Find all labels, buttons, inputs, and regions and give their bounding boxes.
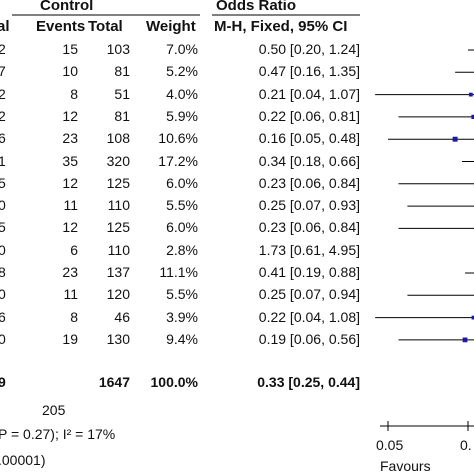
row-9-control-total: 125 xyxy=(106,219,130,236)
row-11-control-events: 23 xyxy=(62,264,78,280)
row-9-control-events: 12 xyxy=(62,219,78,236)
row-13-control-total: 46 xyxy=(114,308,130,325)
col-header-weight: Weight xyxy=(146,18,196,35)
total-ci: 0.33 [0.25, 0.44] xyxy=(257,374,360,390)
row-3-prev-total-fragment: 2 xyxy=(0,85,6,102)
row-10-control-events: 6 xyxy=(70,241,78,258)
row-10-odds-ratio-ci: 1.73 [0.61, 4.95] xyxy=(258,241,360,258)
row-8-control-total: 110 xyxy=(107,197,130,214)
col-header-method: M-H, Fixed, 95% CI xyxy=(214,18,348,35)
row-9-odds-ratio-ci: 0.23 [0.06, 0.84] xyxy=(258,219,360,236)
row-6-prev-total-fragment: 1 xyxy=(0,152,6,169)
row-7-odds-ratio-ci: 0.23 [0.06, 0.84] xyxy=(258,174,360,191)
row-3-odds-ratio-ci: 0.21 [0.04, 1.07] xyxy=(258,85,360,102)
row-14-odds-ratio-ci: 0.19 [0.06, 0.56] xyxy=(258,330,360,347)
row-9-weight: 6.0% xyxy=(166,219,198,236)
odds-ratio-group-header: Odds Ratio xyxy=(216,0,297,14)
row-5-control-events: 23 xyxy=(62,130,78,147)
row-1-control-total: 103 xyxy=(106,41,130,57)
row-12-weight: 5.5% xyxy=(166,286,198,303)
row-1-prev-total-fragment: 2 xyxy=(0,41,6,57)
row-1-control-events: 15 xyxy=(62,41,78,57)
total-events-control: 205 xyxy=(42,402,66,418)
row-3-control-total: 51 xyxy=(114,85,130,102)
control-group-header: Control xyxy=(40,0,94,14)
col-header-prev-total-fragment: al xyxy=(0,18,10,35)
total-prev-total-fragment: 9 xyxy=(0,374,6,390)
row-5-weight: 10.6% xyxy=(158,130,198,147)
row-2-prev-total-fragment: 7 xyxy=(0,63,6,80)
row-5-odds-ratio-ci: 0.16 [0.05, 0.48] xyxy=(258,130,360,147)
row-11-prev-total-fragment: 8 xyxy=(0,264,6,280)
row-14-control-total: 130 xyxy=(106,330,130,347)
point-estimate-row-3 xyxy=(468,92,473,97)
row-2-control-total: 81 xyxy=(114,63,130,80)
row-7-control-total: 125 xyxy=(106,174,130,191)
favours-label: Favours xyxy=(380,458,431,474)
x-tick-label-right: 0. xyxy=(460,437,472,453)
point-estimate-row-5 xyxy=(452,136,458,142)
row-9-prev-total-fragment: 5 xyxy=(0,219,6,236)
row-7-control-events: 12 xyxy=(62,174,78,191)
row-3-weight: 4.0% xyxy=(166,85,198,102)
row-12-prev-total-fragment: 0 xyxy=(0,286,6,303)
row-1-odds-ratio-ci: 0.50 [0.20, 1.24] xyxy=(258,41,360,57)
row-4-weight: 5.9% xyxy=(166,107,198,124)
row-6-control-events: 35 xyxy=(62,152,78,169)
row-10-control-total: 110 xyxy=(107,241,130,258)
row-10-prev-total-fragment: 0 xyxy=(0,241,6,258)
row-8-weight: 5.5% xyxy=(166,197,198,214)
row-13-control-events: 8 xyxy=(70,308,78,325)
total-weight: 100.0% xyxy=(150,374,198,390)
row-12-control-events: 11 xyxy=(63,286,78,303)
row-2-odds-ratio-ci: 0.47 [0.16, 1.35] xyxy=(258,63,360,80)
point-estimate-row-4 xyxy=(471,114,474,119)
row-3-control-events: 8 xyxy=(70,85,78,102)
total-total: 1647 xyxy=(98,374,130,390)
row-10-weight: 2.8% xyxy=(166,241,198,258)
row-7-prev-total-fragment: 5 xyxy=(0,174,6,191)
x-tick-label-0.05: 0.05 xyxy=(376,437,404,453)
row-11-weight: 11.1% xyxy=(159,264,198,280)
row-4-prev-total-fragment: 2 xyxy=(0,107,6,124)
row-11-control-total: 137 xyxy=(106,264,130,280)
row-4-control-events: 12 xyxy=(62,107,78,124)
row-2-control-events: 10 xyxy=(62,63,78,80)
row-13-prev-total-fragment: 6 xyxy=(0,308,6,325)
row-6-odds-ratio-ci: 0.34 [0.18, 0.66] xyxy=(258,152,360,169)
col-header-events: Events xyxy=(36,18,86,35)
row-4-odds-ratio-ci: 0.22 [0.06, 0.81] xyxy=(258,107,360,124)
row-12-odds-ratio-ci: 0.25 [0.07, 0.94] xyxy=(258,286,360,303)
row-8-prev-total-fragment: 0 xyxy=(0,197,6,214)
heterogeneity-stats: P = 0.27); I² = 17% xyxy=(0,426,116,442)
point-estimate-row-13 xyxy=(471,315,474,320)
row-1-weight: 7.0% xyxy=(166,41,198,57)
row-13-weight: 3.9% xyxy=(166,308,198,325)
point-estimate-row-14 xyxy=(462,337,468,343)
overall-effect-stats: .00001) xyxy=(0,452,46,468)
row-14-prev-total-fragment: 0 xyxy=(0,330,6,347)
row-8-odds-ratio-ci: 0.25 [0.07, 0.93] xyxy=(258,197,360,214)
row-4-control-total: 81 xyxy=(114,107,130,124)
row-2-weight: 5.2% xyxy=(166,63,198,80)
row-6-weight: 17.2% xyxy=(158,152,198,169)
row-12-control-total: 120 xyxy=(106,286,130,303)
row-13-odds-ratio-ci: 0.22 [0.04, 1.08] xyxy=(258,308,360,325)
row-6-control-total: 320 xyxy=(106,152,130,169)
col-header-total: Total xyxy=(88,18,123,35)
row-11-odds-ratio-ci: 0.41 [0.19, 0.88] xyxy=(258,264,360,280)
row-5-prev-total-fragment: 6 xyxy=(0,130,6,147)
row-14-control-events: 19 xyxy=(62,330,78,347)
row-5-control-total: 108 xyxy=(106,130,130,147)
row-14-weight: 9.4% xyxy=(166,330,198,347)
row-8-control-events: 11 xyxy=(63,197,78,214)
row-7-weight: 6.0% xyxy=(166,174,198,191)
